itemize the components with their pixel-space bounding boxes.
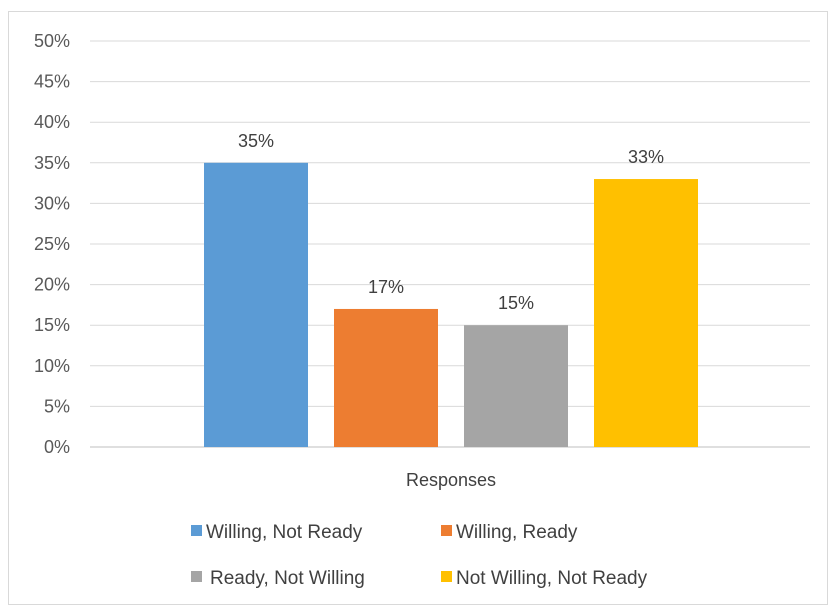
legend-swatch bbox=[191, 525, 202, 536]
y-tick-label: 5% bbox=[44, 396, 70, 416]
y-tick-label: 10% bbox=[34, 356, 70, 376]
data-label: 33% bbox=[628, 147, 664, 167]
data-label: 15% bbox=[498, 293, 534, 313]
y-tick-label: 50% bbox=[34, 31, 70, 51]
data-labels: 35% 17% 15% 33% bbox=[238, 131, 664, 313]
bar bbox=[204, 162, 308, 448]
legend-label: Willing, Not Ready bbox=[206, 522, 363, 543]
gridlines bbox=[90, 40, 810, 448]
y-tick-label: 25% bbox=[34, 234, 70, 254]
legend-label: Ready, Not Willing bbox=[210, 568, 365, 589]
bar bbox=[334, 308, 438, 447]
bar bbox=[594, 179, 698, 448]
y-tick-label: 45% bbox=[34, 72, 70, 92]
x-category-label: Responses bbox=[406, 470, 496, 490]
legend-swatch bbox=[441, 525, 452, 536]
legend: Willing, Not Ready Willing, Ready Ready, N… bbox=[191, 522, 648, 589]
y-axis-ticks: 0% 5% 10% 15% 20% 25% 30% 35% 40% 45% 50% bbox=[34, 31, 70, 457]
y-tick-label: 0% bbox=[44, 437, 70, 457]
y-tick-label: 40% bbox=[34, 112, 70, 132]
y-tick-label: 20% bbox=[34, 275, 70, 295]
legend-label: Willing, Ready bbox=[456, 522, 578, 543]
bar bbox=[464, 325, 568, 447]
bars bbox=[204, 162, 698, 448]
legend-swatch bbox=[191, 571, 202, 582]
legend-label: Not Willing, Not Ready bbox=[456, 568, 648, 589]
y-tick-label: 15% bbox=[34, 315, 70, 335]
data-label: 35% bbox=[238, 131, 274, 151]
y-tick-label: 35% bbox=[34, 153, 70, 173]
data-label: 17% bbox=[368, 277, 404, 297]
legend-swatch bbox=[441, 571, 452, 582]
y-tick-label: 30% bbox=[34, 193, 70, 213]
